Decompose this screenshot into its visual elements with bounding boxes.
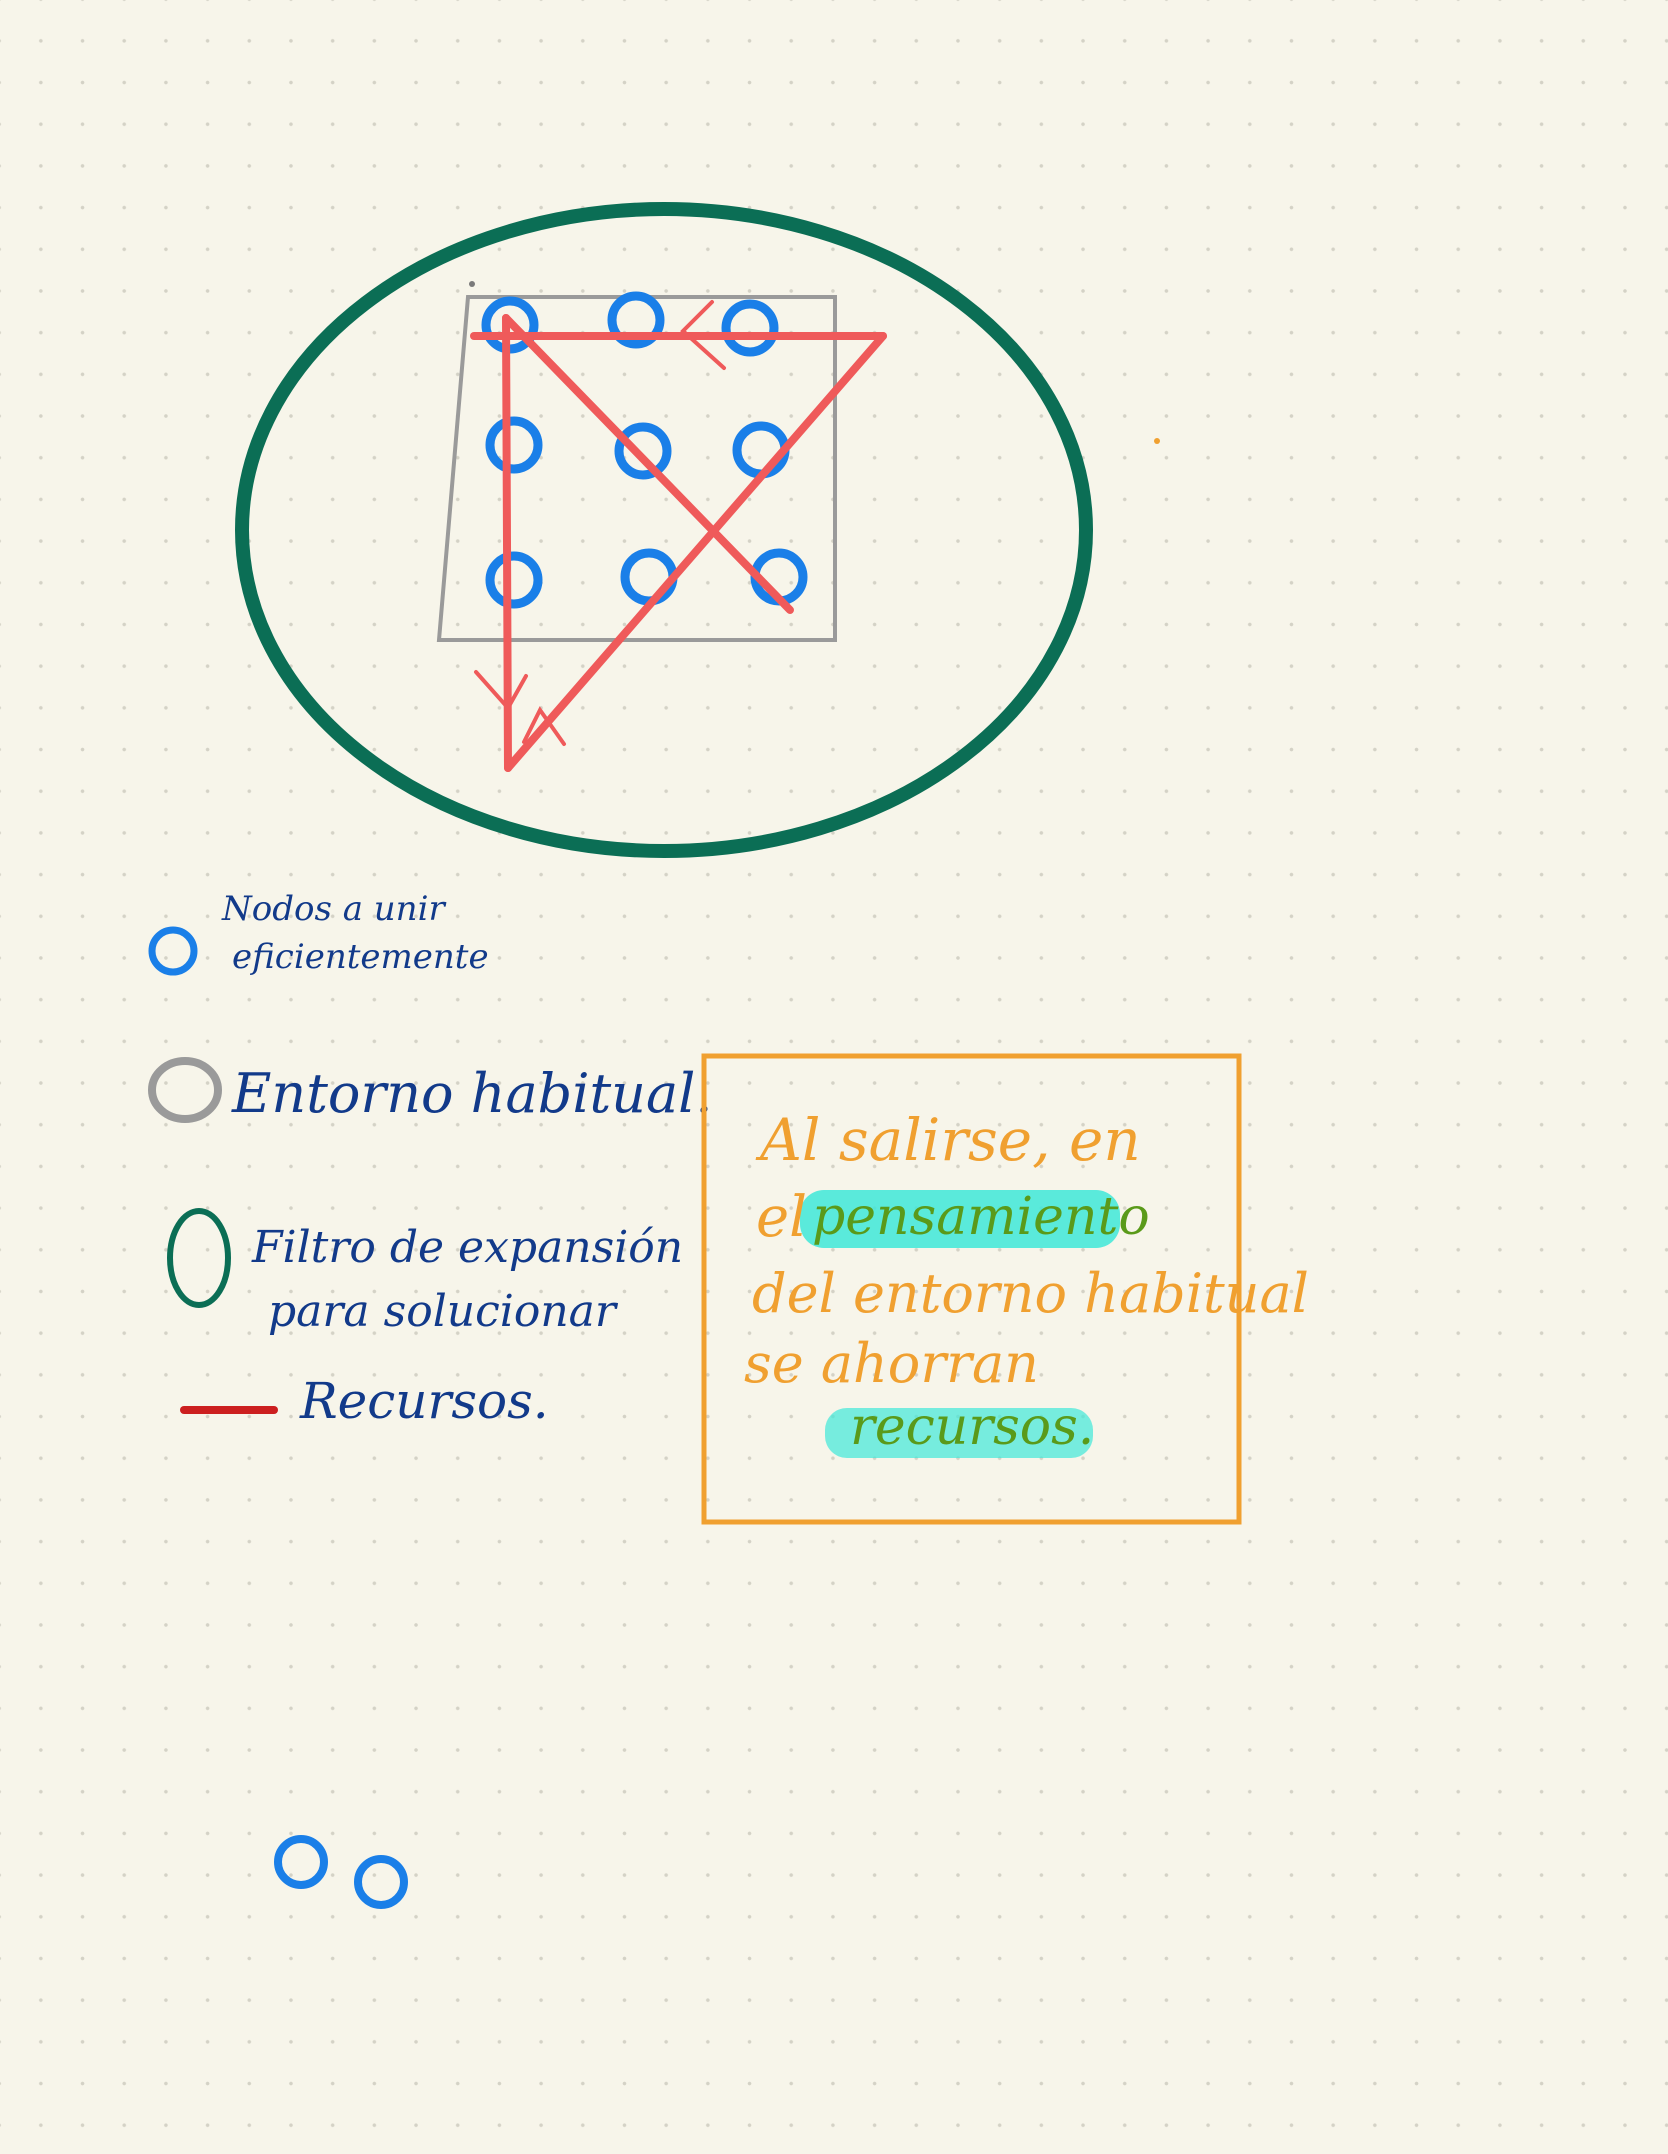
arrow-head-icon bbox=[474, 300, 726, 746]
habitual-environment-frame bbox=[436, 295, 837, 642]
extra-nodes bbox=[274, 1835, 408, 1909]
legend-nodes-text-2: eficientemente bbox=[232, 937, 489, 977]
expansion-filter-ellipse bbox=[235, 202, 1093, 858]
legend-filter-ellipse-icon bbox=[167, 1208, 231, 1308]
note-line2-highlight: pensamiento bbox=[812, 1187, 1150, 1247]
node-circle-icon bbox=[485, 551, 543, 609]
node-circle-icon bbox=[614, 422, 672, 480]
legend-resources-label: Recursos. bbox=[299, 1372, 549, 1430]
node-circle-icon bbox=[607, 291, 665, 349]
legend-nodes-text: Nodos a unir bbox=[221, 889, 446, 929]
note-text: Al salirse, en bbox=[755, 1106, 1141, 1174]
legend-filter-line1: Filtro de expansión bbox=[251, 1222, 683, 1273]
legend-filter-label: Filtro de expansión para solucionar bbox=[251, 1222, 697, 1337]
node-circle-icon bbox=[485, 416, 543, 474]
path-segment-cross bbox=[502, 314, 794, 614]
path-segment-left bbox=[502, 314, 512, 772]
legend-filter-line2: para solucionar bbox=[268, 1286, 619, 1337]
legend-environment-label: Entorno habitual. bbox=[231, 1062, 713, 1125]
stray-dot bbox=[1154, 438, 1160, 444]
note-line2-prefix: el bbox=[756, 1185, 807, 1250]
node-circle-icon bbox=[721, 299, 779, 357]
note-line1: Al salirse, en bbox=[755, 1106, 1141, 1174]
note-box bbox=[701, 1053, 1242, 1525]
highlight-pensamiento bbox=[800, 1190, 1120, 1248]
frame-corner-dot bbox=[469, 281, 475, 287]
note-line4: se ahorran bbox=[744, 1332, 1039, 1395]
legend-environment-circle-icon bbox=[148, 1057, 222, 1123]
node-circle-icon bbox=[620, 548, 678, 606]
note-line5-highlight: recursos. bbox=[850, 1397, 1094, 1457]
solution-path bbox=[470, 314, 887, 772]
legend-node-circle-icon bbox=[148, 926, 198, 976]
legend-nodes-label: Nodos a unir eficientemente bbox=[221, 889, 489, 977]
highlight-recursos bbox=[825, 1408, 1093, 1458]
note-line3: del entorno habitual bbox=[752, 1262, 1309, 1325]
node-circle-icon bbox=[732, 421, 790, 479]
path-segment-diagonal bbox=[504, 332, 887, 772]
node-circle-icon bbox=[354, 1855, 408, 1909]
node-circle-icon bbox=[274, 1835, 328, 1889]
